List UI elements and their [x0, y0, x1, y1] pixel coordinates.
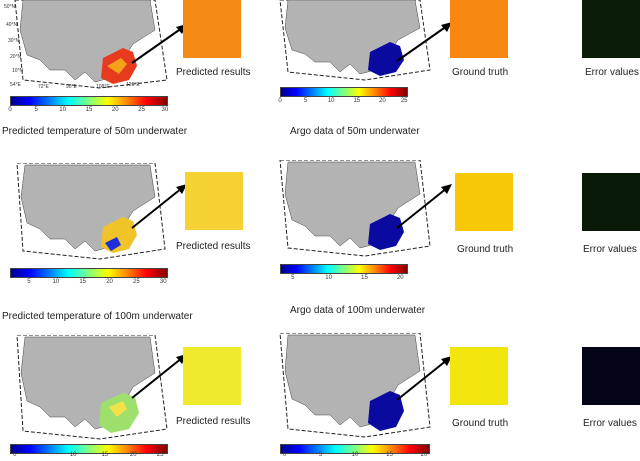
lat-label: 40°N: [6, 22, 18, 28]
colorbar-ticks-argo-100m: 5 10 15 20: [280, 275, 408, 284]
row-title-argo-50m: Argo data of 50m underwater: [290, 126, 420, 137]
lat-label: 50°N: [4, 4, 16, 10]
row-title-predicted-100m: Predicted temperature of 100m underwater: [2, 311, 193, 322]
row-title-argo-100m: Argo data of 100m underwater: [290, 305, 426, 316]
cb-tick: 30: [159, 279, 167, 285]
cb-tick: 0: [282, 452, 287, 458]
error-values-caption: Error values: [585, 67, 639, 78]
error-values-caption: Error values: [583, 418, 637, 429]
error-tile-50m: [582, 0, 640, 58]
cb-tick: 15: [353, 98, 361, 104]
ground-truth-caption: Ground truth: [452, 418, 509, 429]
cb-tick: 15: [386, 452, 393, 458]
cb-tick: 15: [101, 452, 109, 458]
colorbar-predicted-100m: [10, 268, 168, 278]
predicted-tile-50m: [183, 0, 241, 58]
cb-tick: 5: [303, 98, 308, 104]
arrow-to-truth-tile: [396, 356, 452, 401]
cb-tick: 0: [278, 98, 282, 104]
cb-tick: 20: [111, 107, 119, 113]
lat-label: 20°N: [10, 54, 22, 60]
lon-label: 108°E: [96, 84, 110, 90]
predicted-map-row3: [5, 335, 170, 443]
arrow-to-predicted-tile: [131, 354, 187, 399]
arrow-to-predicted-tile: [131, 24, 187, 64]
colorbar-ticks-argo-50m: 0 5 10 15 20 25: [278, 98, 408, 107]
cb-tick: 15: [361, 275, 368, 281]
cb-tick: 30: [161, 107, 169, 113]
colorbar-ticks-predicted-100m: 5 10 15 20 25 30: [10, 279, 168, 288]
colorbar-predicted-row3: [10, 444, 168, 454]
truth-tile-row3: [450, 347, 508, 405]
colorbar-ticks-argo-row3: 0 5 10 15 20: [280, 452, 430, 461]
truth-tile-100m: [455, 173, 513, 231]
lon-label: 54°E: [10, 82, 21, 88]
arrow-to-predicted-tile: [131, 184, 187, 229]
lon-label: 90°E: [66, 84, 77, 90]
colorbar-predicted-50m: [10, 96, 168, 106]
cb-tick: 10: [59, 107, 66, 113]
colorbar-argo-100m: [280, 264, 408, 274]
argo-map-50m: [270, 0, 435, 82]
cb-tick: 20: [106, 279, 113, 285]
lon-label: 72°E: [38, 84, 49, 90]
predicted-map-50m: [5, 0, 170, 92]
predicted-map-100m: [5, 163, 170, 263]
cb-tick: 20: [129, 452, 137, 458]
row-title-predicted-50m: Predicted temperature of 50m underwater: [2, 126, 188, 137]
cb-tick: 15: [79, 279, 87, 285]
predicted-tile-100m: [185, 172, 243, 230]
cb-tick: 10: [351, 452, 359, 458]
cb-tick: 20: [396, 275, 404, 281]
colorbar-argo-row3: [280, 444, 430, 454]
cb-tick: 10: [325, 275, 332, 281]
truth-tile-50m: [450, 0, 508, 58]
ground-truth-caption: Ground truth: [457, 244, 514, 255]
cb-tick: 20: [379, 98, 386, 104]
error-tile-row3: [582, 347, 640, 405]
cb-tick: 0: [13, 452, 17, 458]
colorbar-argo-50m: [280, 87, 408, 97]
cb-tick: 5: [318, 452, 323, 458]
cb-tick: 10: [69, 452, 77, 458]
error-values-caption: Error values: [583, 244, 637, 255]
cb-tick: 0: [8, 107, 12, 113]
cb-tick: 5: [27, 279, 31, 285]
argo-map-row3: [270, 333, 435, 441]
predicted-tile-row3: [183, 347, 241, 405]
cb-tick: 25: [138, 107, 145, 113]
lon-label: 126°E: [126, 82, 140, 88]
colorbar-ticks-predicted-50m: 0 5 10 15 20 25 30: [8, 107, 169, 116]
lat-label: 10°N: [12, 68, 24, 74]
arrow-to-truth-tile: [396, 184, 452, 229]
cb-tick: 25: [156, 452, 164, 458]
cb-tick: 25: [400, 98, 408, 104]
cb-tick: 15: [85, 107, 93, 113]
cb-tick: 25: [133, 279, 140, 285]
argo-map-100m: [270, 160, 435, 260]
cb-tick: 10: [327, 98, 335, 104]
lat-label: 30°N: [8, 38, 20, 44]
cb-tick: 10: [52, 279, 60, 285]
predicted-results-caption: Predicted results: [176, 241, 251, 252]
predicted-results-caption: Predicted results: [176, 67, 251, 78]
arrow-to-truth-tile: [396, 22, 452, 62]
error-tile-100m: [582, 173, 640, 231]
ground-truth-caption: Ground truth: [452, 67, 509, 78]
cb-tick: 20: [420, 452, 428, 458]
predicted-results-caption: Predicted results: [176, 416, 251, 427]
cb-tick: 5: [34, 107, 38, 113]
colorbar-ticks-predicted-row3: 0 10 15 20 25: [10, 452, 168, 461]
cb-tick: 5: [291, 275, 295, 281]
